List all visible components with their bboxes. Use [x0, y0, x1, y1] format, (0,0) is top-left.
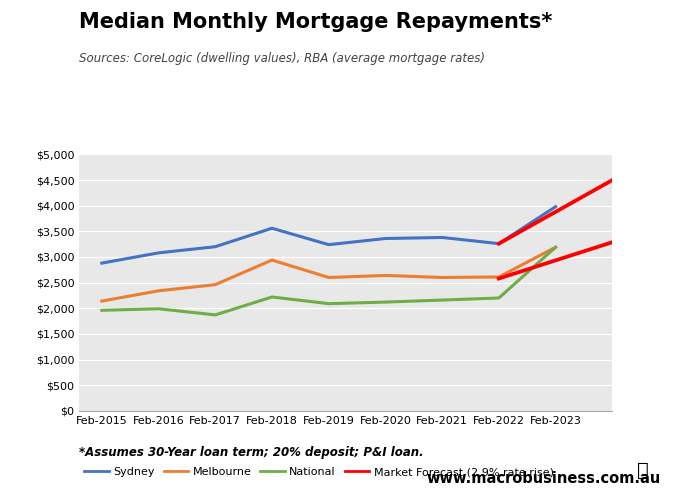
Melbourne: [268, 257, 276, 263]
National: [325, 301, 333, 307]
National: [154, 306, 162, 312]
National: [211, 312, 219, 318]
Text: BUSINESS: BUSINESS: [572, 53, 642, 66]
Market Forecast (2.9% rate rise): [642, 158, 650, 164]
Text: MACRO: MACRO: [568, 22, 646, 41]
Text: Sources: CoreLogic (dwelling values), RBA (average mortgage rates): Sources: CoreLogic (dwelling values), RB…: [79, 52, 485, 65]
Line: Melbourne: Melbourne: [102, 247, 556, 301]
Text: 🐺: 🐺: [637, 461, 649, 480]
Melbourne: [325, 274, 333, 280]
National: [552, 244, 560, 250]
Line: Market Forecast (2.9% rate rise): Market Forecast (2.9% rate rise): [499, 161, 646, 244]
Legend: Sydney, Melbourne, National, Market Forecast (2.9% rate rise): Sydney, Melbourne, National, Market Fore…: [80, 463, 558, 482]
Melbourne: [438, 274, 447, 280]
Melbourne: [381, 272, 389, 278]
Sydney: [552, 204, 560, 210]
Line: National: National: [102, 247, 556, 315]
Sydney: [268, 225, 276, 231]
Text: www.macrobusiness.com.au: www.macrobusiness.com.au: [427, 471, 660, 486]
Sydney: [211, 244, 219, 249]
National: [381, 299, 389, 305]
National: [495, 295, 503, 301]
Melbourne: [495, 274, 503, 280]
Melbourne: [211, 282, 219, 288]
Sydney: [438, 235, 447, 241]
Melbourne: [154, 288, 162, 294]
National: [438, 297, 447, 303]
Sydney: [98, 260, 106, 266]
National: [98, 307, 106, 313]
Text: *Assumes 30-Year loan term; 20% deposit; P&I loan.: *Assumes 30-Year loan term; 20% deposit;…: [79, 446, 424, 459]
Market Forecast (2.9% rate rise): [495, 241, 503, 247]
National: [268, 294, 276, 300]
Sydney: [325, 242, 333, 248]
Line: Sydney: Sydney: [102, 207, 556, 263]
Melbourne: [552, 244, 560, 250]
Text: Median Monthly Mortgage Repayments*: Median Monthly Mortgage Repayments*: [79, 12, 552, 32]
Sydney: [495, 241, 503, 247]
Sydney: [381, 236, 389, 242]
Sydney: [154, 250, 162, 256]
Melbourne: [98, 298, 106, 304]
